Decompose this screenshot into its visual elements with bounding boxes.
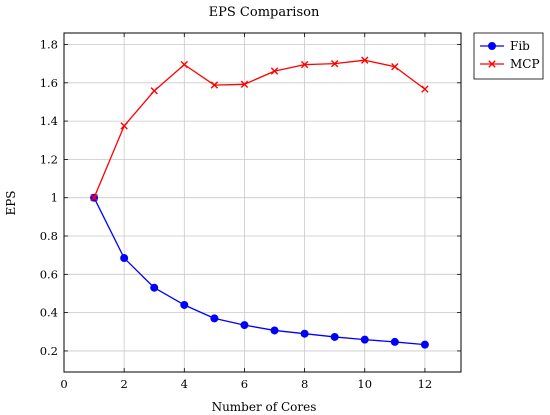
legend-swatch-marker (487, 42, 496, 51)
data-point-mcp (330, 59, 339, 68)
legend: Fib MCP (473, 32, 544, 80)
y-tick-label: 0.2 (40, 344, 58, 358)
data-point-fib (360, 335, 369, 344)
legend-label: Fib (510, 39, 530, 53)
data-point-fib (300, 329, 309, 338)
data-point-mcp (300, 60, 309, 69)
y-axis-label: EPS (4, 190, 18, 215)
legend-label: MCP (510, 57, 540, 71)
data-point-fib (270, 326, 279, 335)
data-point-mcp-stroke (180, 60, 188, 69)
data-point-fib (150, 283, 159, 292)
x-tick-label: 6 (241, 377, 248, 391)
data-point-fib (210, 314, 219, 323)
data-point-mcp-stroke (330, 59, 339, 68)
data-point-mcp (120, 122, 128, 130)
y-tick-label: 1.6 (40, 76, 58, 90)
data-point-mcp (270, 67, 279, 75)
plot-frame (63, 32, 462, 373)
x-tick-label: 12 (418, 377, 433, 391)
series-line-fib (93, 197, 425, 346)
y-tick-label: 1.4 (40, 114, 58, 128)
y-tick-label: 0.6 (40, 267, 58, 281)
axes: 0 2 4 6 8 10 12 0.2 0.4 0.6 0.8 1 1.2 1.4 1.6 1.8 (40, 33, 461, 391)
series-mcp (90, 56, 429, 202)
x-axis-label: Number of Cores (212, 400, 317, 414)
data-point-fib (180, 300, 189, 309)
x-tick-label: 2 (120, 377, 127, 391)
data-point-mcp (391, 63, 399, 71)
legend-swatch-marker (488, 60, 496, 68)
series-line-mcp (93, 59, 426, 198)
data-point-mcp (90, 194, 98, 202)
chart-title: EPS Comparison (209, 5, 320, 20)
x-tick-label: 0 (60, 377, 67, 391)
data-point-mcp-stroke (391, 63, 399, 71)
y-tick-label: 0.8 (40, 229, 58, 243)
data-point-mcp-stroke (270, 67, 279, 75)
grid (63, 33, 461, 372)
y-tick-label: 1.2 (40, 152, 58, 166)
data-point-fib (330, 332, 339, 341)
data-point-mcp-stroke (90, 194, 98, 202)
data-point-fib (420, 340, 429, 349)
data-point-mcp-stroke (150, 87, 158, 95)
data-point-mcp-stroke (210, 81, 219, 89)
x-tick-label: 10 (357, 377, 372, 391)
legend-box (473, 32, 544, 80)
data-point-fib (390, 337, 399, 346)
y-tick-label: 0.4 (40, 306, 58, 320)
data-point-mcp-stroke (240, 80, 249, 89)
data-point-mcp (210, 81, 219, 89)
series-layer (90, 56, 429, 349)
data-point-mcp-stroke (361, 56, 369, 64)
data-point-mcp-stroke (300, 60, 309, 69)
data-point-mcp (421, 85, 429, 93)
data-point-mcp-stroke (421, 85, 429, 93)
series-fib (90, 193, 429, 349)
data-point-mcp (180, 60, 188, 69)
data-point-mcp (361, 56, 369, 64)
data-point-fib (240, 321, 249, 330)
x-tick-label: 8 (301, 377, 308, 391)
y-tick-label: 1.8 (40, 37, 58, 51)
legend-swatch-marker-stroke (488, 60, 496, 68)
data-point-mcp (150, 87, 158, 95)
y-tick-label: 1 (51, 191, 58, 205)
legend-item-mcp: MCP (480, 57, 540, 71)
legend-item-fib: Fib (480, 39, 530, 53)
x-tick-label: 4 (181, 377, 188, 391)
data-point-mcp-stroke (120, 122, 128, 130)
data-point-fib (120, 254, 129, 263)
data-point-mcp (240, 80, 249, 89)
